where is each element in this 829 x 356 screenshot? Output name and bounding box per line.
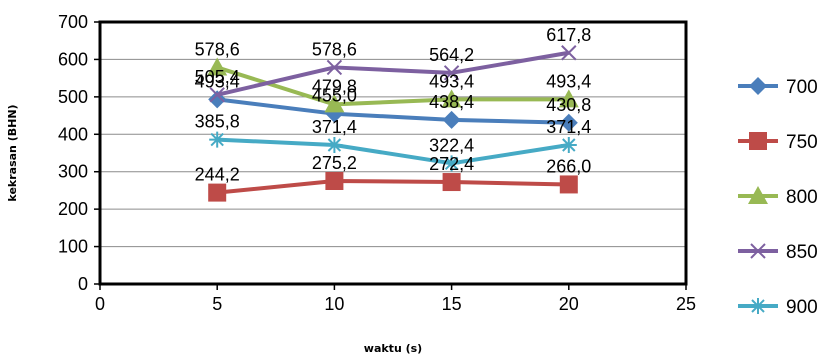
series-900 [209, 131, 577, 172]
x-axis-title: waktu (s) [364, 342, 422, 355]
legend: 700 750 800 850 900 [738, 77, 818, 318]
point-900-2 [443, 155, 460, 172]
data-label-850-1: 578,6 [312, 39, 357, 59]
data-label-900-2: 322,4 [429, 135, 474, 155]
y-tick-label-7: 700 [58, 12, 88, 32]
series-line-750 [217, 178, 569, 195]
data-label-750-3: 266,0 [546, 156, 591, 176]
point-750-1 [325, 171, 344, 190]
plot-area-frame [98, 20, 688, 286]
y-tick-label-5: 500 [58, 87, 88, 107]
point-900-0 [209, 131, 226, 148]
y-tick-label-1: 100 [58, 237, 88, 257]
x-tick-label-3: 15 [442, 294, 462, 314]
series-line-800 [216, 65, 569, 107]
point-750-2 [442, 173, 461, 192]
legend-marker-900 [750, 298, 766, 314]
data-label-750-1: 275,2 [312, 153, 357, 173]
series-750 [208, 171, 578, 202]
legend-marker-850 [750, 243, 766, 259]
y-axis-ticks: 0 100 200 300 400 500 600 700 [58, 12, 100, 294]
data-label-700-2: 438,4 [429, 92, 474, 112]
data-label-700-3: 430,8 [546, 95, 591, 115]
data-label-850-3: 617,8 [546, 25, 591, 45]
legend-item-850: 850 [738, 242, 818, 263]
legend-marker-750 [749, 132, 767, 150]
series-800 [207, 57, 579, 113]
legend-item-800: 800 [738, 186, 818, 208]
point-800-1 [324, 94, 345, 113]
y-tick-label-4: 400 [58, 124, 88, 144]
x-tick-label-5: 25 [676, 294, 696, 314]
y-tick-label-0: 0 [78, 274, 88, 294]
point-800-2 [441, 89, 462, 108]
x-tick-label-0: 0 [95, 294, 105, 314]
data-label-700-1: 455,0 [312, 86, 357, 106]
x-tick-label-2: 10 [324, 294, 344, 314]
y-axis-title: kekrasan (BHN) [6, 104, 19, 201]
point-850-3 [561, 45, 577, 61]
legend-item-750: 750 [738, 132, 818, 153]
data-label-700-0: 493,4 [195, 71, 240, 91]
series-line-700 [216, 97, 569, 125]
series-line-900 [217, 137, 570, 166]
data-label-850-2: 564,2 [429, 45, 474, 65]
data-labels: 493,4 455,0 438,4 430,8 244,2 275,2 272,4 266,0… [195, 25, 592, 185]
data-label-900-0: 385,8 [195, 112, 240, 132]
legend-label-800: 800 [786, 187, 818, 208]
point-700-2 [442, 110, 461, 129]
legend-item-900: 900 [738, 297, 818, 318]
data-label-850-0: 505,4 [195, 67, 240, 87]
legend-label-700: 700 [786, 77, 818, 98]
data-label-800-0: 578,6 [195, 39, 240, 59]
legend-label-900: 900 [786, 297, 818, 318]
point-900-3 [560, 136, 577, 153]
point-850-2 [443, 65, 460, 81]
legend-label-850: 850 [786, 242, 818, 263]
legend-marker-700 [749, 77, 767, 95]
grid-lines [100, 58, 686, 248]
point-850-1 [326, 59, 343, 76]
y-tick-label-6: 600 [58, 49, 88, 69]
data-label-800-3: 493,4 [546, 71, 591, 91]
legend-label-750: 750 [786, 132, 818, 153]
legend-marker-800 [748, 186, 768, 204]
point-750-0 [208, 183, 227, 202]
series-850 [209, 45, 577, 103]
point-800-0 [207, 57, 228, 76]
series-line-850 [216, 50, 570, 97]
legend-item-700: 700 [738, 77, 818, 98]
point-800-3 [558, 89, 579, 108]
series-group [207, 45, 579, 202]
point-750-3 [559, 175, 578, 194]
data-label-800-2: 493,4 [429, 71, 474, 91]
data-label-900-3: 371,4 [546, 117, 591, 137]
y-tick-label-3: 300 [58, 162, 88, 182]
x-tick-label-4: 20 [559, 294, 579, 314]
y-tick-label-2: 200 [58, 199, 88, 219]
x-axis-ticks: 0 5 10 15 20 25 [95, 284, 696, 314]
data-label-800-1: 479,8 [312, 76, 357, 96]
point-900-1 [326, 136, 343, 153]
point-700-3 [559, 113, 578, 132]
point-850-0 [209, 87, 225, 103]
data-label-900-1: 371,4 [312, 117, 357, 137]
data-label-750-0: 244,2 [195, 165, 240, 185]
x-tick-label-1: 5 [212, 294, 222, 314]
data-label-750-2: 272,4 [429, 154, 474, 174]
